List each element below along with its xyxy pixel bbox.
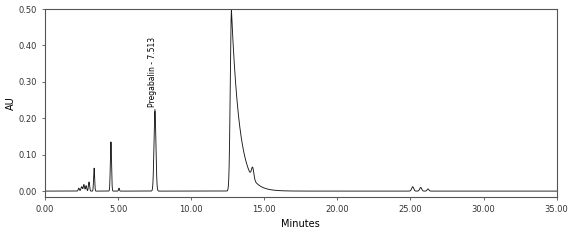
X-axis label: Minutes: Minutes: [281, 219, 320, 229]
Y-axis label: AU: AU: [6, 96, 15, 110]
Text: Pregabalin - 7.513: Pregabalin - 7.513: [148, 37, 157, 107]
